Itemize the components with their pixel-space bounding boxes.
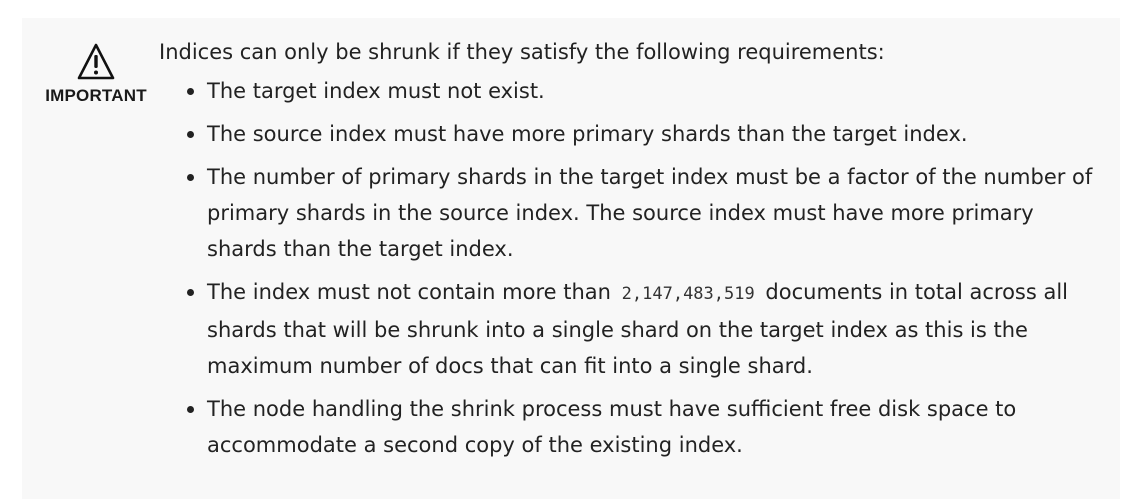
requirement-text-before: The index must not contain more than [207,280,611,304]
requirement-item-max-docs: The index must not contain more than 2,1… [187,274,1099,384]
requirement-item-shard-factor: The number of primary shards in the targ… [187,159,1099,267]
requirement-text: The target index must not exist. [207,79,545,103]
requirement-item-target-not-exist: The target index must not exist. [187,73,1099,109]
admonition-intro: Indices can only be shrunk if they satis… [159,40,885,64]
requirement-text: The source index must have more primary … [207,122,968,146]
requirement-item-more-primary-shards: The source index must have more primary … [187,116,1099,152]
admonition-content: Indices can only be shrunk if they satis… [159,34,1099,470]
admonition-icon-column: IMPORTANT [22,42,170,106]
requirement-text: The number of primary shards in the targ… [207,165,1093,261]
requirement-text: The node handling the shrink process mus… [207,397,1017,457]
max-docs-code: 2,147,483,519 [621,284,755,304]
warning-triangle-icon [77,43,115,80]
requirement-text-after: documents in total across all shards tha… [207,280,1069,378]
admonition-label: IMPORTANT [45,86,147,105]
requirement-item-disk-space: The node handling the shrink process mus… [187,391,1099,463]
requirements-list: The target index must not exist. The sou… [159,73,1099,463]
important-admonition: IMPORTANT Indices can only be shrunk if … [22,18,1120,499]
